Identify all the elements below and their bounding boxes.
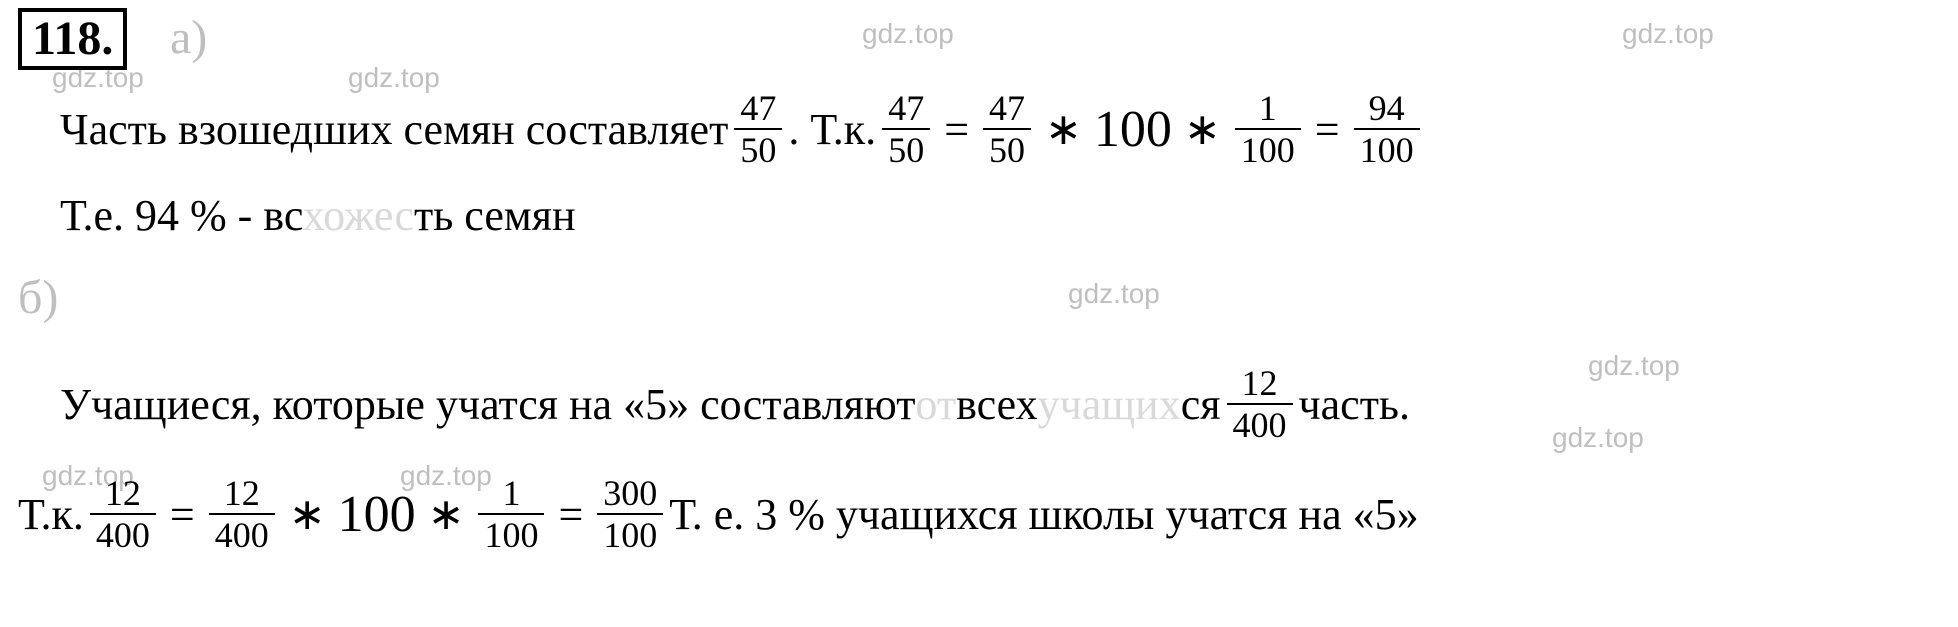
denominator: 400 [209,515,275,553]
problem-number: 118. [18,8,127,70]
ghost-text: от [915,379,956,430]
numerator: 47 [882,90,930,130]
denominator: 50 [983,130,1031,168]
fraction: 94 100 [1354,90,1420,168]
ghost-text: хожес [303,191,414,240]
part-a-label: а) [170,10,207,65]
denominator: 100 [1235,130,1301,168]
equation: 47 50 = 47 50 ∗ 100 ∗ 1 100 = 94 100 [876,90,1425,168]
numerator: 94 [1354,90,1420,130]
text: . Т.к. [788,104,876,155]
numerator: 47 [734,90,782,130]
denominator: 100 [597,515,663,553]
watermark: gdz.top [1552,422,1644,454]
solution-line-b1: Учащиеся, которые учатся на «5» составля… [60,365,1410,443]
denominator: 100 [478,515,544,553]
watermark: gdz.top [1068,278,1160,310]
text: Часть взошедших семян составляет [60,104,728,155]
equals-sign: = [944,104,969,155]
text: Т.к. [18,489,84,540]
numerator: 47 [983,90,1031,130]
equals-sign: = [1315,104,1340,155]
times-sign: ∗ [1184,104,1221,155]
numerator: 12 [209,475,275,515]
hundred: 100 [338,485,416,544]
ghost-text: учащих [1038,379,1181,430]
fraction: 1 100 [478,475,544,553]
fraction: 47 50 [734,90,782,168]
text: Т.е. 94 % - вс [60,191,303,240]
hundred: 100 [1094,100,1172,159]
text: ть семян [414,191,576,240]
text: всех [956,379,1038,430]
watermark: gdz.top [1622,18,1714,50]
numerator: 1 [1235,90,1301,130]
problem-number-text: 118. [32,12,113,65]
denominator: 400 [1227,405,1293,443]
fraction: 47 50 [882,90,930,168]
fraction: 12 400 [90,475,156,553]
solution-line-b2: Т.к. 12 400 = 12 400 ∗ 100 ∗ 1 100 = 300… [18,475,1419,553]
fraction: 12 400 [209,475,275,553]
fraction: 12 400 [1227,365,1293,443]
text: часть. [1299,379,1410,430]
watermark: gdz.top [862,18,954,50]
fraction: 47 50 [983,90,1031,168]
times-sign: ∗ [289,489,326,540]
part-b-label: б) [18,270,58,325]
denominator: 50 [882,130,930,168]
fraction: 300 100 [597,475,663,553]
equals-sign: = [558,489,583,540]
solution-line-a2: Т.е. 94 % - всхожесть семян [60,190,576,241]
fraction: 1 100 [1235,90,1301,168]
text: ся [1181,379,1221,430]
text: Учащиеся, которые учатся на «5» составля… [60,379,915,430]
text: Т. е. 3 % учащихся школы учатся на «5» [669,489,1418,540]
numerator: 300 [597,475,663,515]
denominator: 400 [90,515,156,553]
solution-line-a1: Часть взошедших семян составляет 47 50 .… [60,90,1426,168]
times-sign: ∗ [428,489,465,540]
equation: 12 400 = 12 400 ∗ 100 ∗ 1 100 = 300 100 [84,475,669,553]
numerator: 12 [1227,365,1293,405]
equals-sign: = [170,489,195,540]
denominator: 50 [734,130,782,168]
numerator: 12 [90,475,156,515]
denominator: 100 [1354,130,1420,168]
watermark: gdz.top [1588,350,1680,382]
numerator: 1 [478,475,544,515]
times-sign: ∗ [1045,104,1082,155]
